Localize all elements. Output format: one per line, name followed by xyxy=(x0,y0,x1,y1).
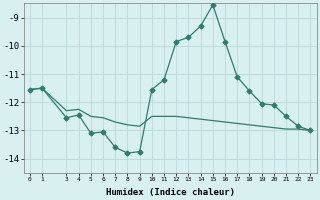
X-axis label: Humidex (Indice chaleur): Humidex (Indice chaleur) xyxy=(106,188,235,197)
